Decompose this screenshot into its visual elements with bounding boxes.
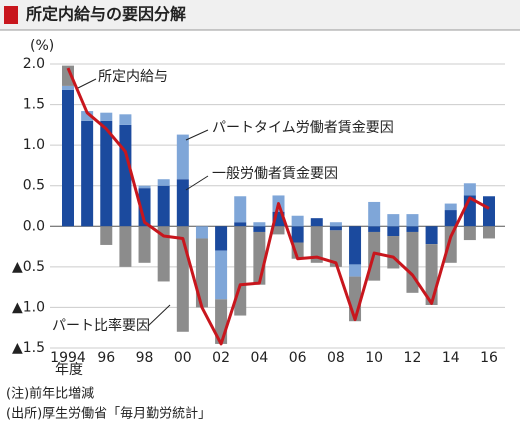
bar-segment bbox=[138, 185, 151, 189]
bar-segment bbox=[329, 226, 342, 231]
bar-segment bbox=[81, 120, 94, 227]
y-tick-label: 1.5 bbox=[23, 97, 45, 113]
bar-segment bbox=[329, 230, 342, 267]
bar-segment bbox=[100, 120, 113, 227]
bar-segment bbox=[463, 226, 476, 241]
bar-segment bbox=[195, 238, 208, 308]
bar-segment bbox=[387, 214, 400, 227]
bar-segment bbox=[119, 114, 132, 125]
bar-segment bbox=[272, 226, 285, 235]
series-label: パート比率要因 bbox=[52, 317, 150, 334]
bar-segment bbox=[310, 226, 323, 263]
bar-segment bbox=[387, 226, 400, 237]
bar-segment bbox=[100, 226, 113, 245]
bar-segment bbox=[176, 134, 189, 180]
bar-segment bbox=[234, 196, 247, 223]
bar-segment bbox=[291, 215, 304, 227]
chart-title: 所定内給与の要因分解 bbox=[26, 5, 186, 24]
x-tick-label: 16 bbox=[480, 350, 498, 366]
bar-segment bbox=[215, 226, 228, 251]
bar-segment bbox=[215, 250, 228, 300]
bar-segment bbox=[62, 65, 74, 86]
bar-segment bbox=[157, 226, 170, 282]
x-tick-label: 14 bbox=[442, 350, 460, 366]
bar-segment bbox=[444, 226, 457, 263]
y-tick-label: ▲1.5 bbox=[12, 340, 45, 356]
x-tick-label: 06 bbox=[289, 350, 307, 366]
callout-leader bbox=[185, 129, 209, 141]
callout-leader bbox=[147, 304, 171, 327]
bar-segment bbox=[176, 179, 189, 227]
callout-leader bbox=[185, 175, 209, 191]
header-marker bbox=[4, 6, 18, 24]
y-unit: (%) bbox=[30, 38, 54, 54]
bar-segment bbox=[119, 124, 132, 227]
series-label: 所定内給与 bbox=[98, 69, 168, 85]
x-unit: 年度 bbox=[55, 362, 83, 378]
bar-segment bbox=[483, 196, 495, 227]
y-tick-label: 0.0 bbox=[23, 218, 45, 234]
x-tick-label: 1994 bbox=[50, 350, 86, 366]
x-tick-label: 04 bbox=[250, 350, 268, 366]
x-tick-label: 10 bbox=[365, 350, 383, 366]
bar-segment bbox=[406, 226, 419, 232]
bar-segment bbox=[349, 264, 362, 277]
bar-segment bbox=[349, 226, 362, 265]
bar-segment bbox=[368, 201, 381, 227]
bar-segment bbox=[195, 226, 208, 239]
source: (出所)厚生労働省「毎月勤労統計」 bbox=[6, 406, 211, 422]
bar-segment bbox=[253, 222, 266, 227]
bar-segment bbox=[463, 183, 476, 196]
bar-segment bbox=[310, 218, 323, 227]
bar-segment bbox=[406, 214, 419, 227]
x-tick-label: 00 bbox=[174, 350, 192, 366]
y-tick-label: 1.0 bbox=[23, 137, 45, 153]
bar-segment bbox=[368, 226, 381, 232]
line-series bbox=[66, 67, 490, 346]
bar-segment bbox=[62, 89, 74, 227]
note: (注)前年比増減 bbox=[6, 386, 94, 402]
bar-segment bbox=[253, 226, 266, 232]
y-tick-label: 0.5 bbox=[23, 178, 45, 194]
bar-segment bbox=[234, 222, 247, 227]
bar-segment bbox=[425, 226, 438, 245]
bar-segment bbox=[157, 179, 170, 186]
x-tick-label: 98 bbox=[136, 350, 154, 366]
bar-segment bbox=[291, 226, 304, 243]
bar-segment bbox=[138, 226, 151, 263]
bar-segment bbox=[81, 111, 94, 121]
header-bg bbox=[0, 0, 520, 30]
y-tick-label: 2.0 bbox=[23, 56, 45, 72]
bar-segment bbox=[483, 226, 495, 239]
bar-segment bbox=[329, 222, 342, 227]
series-label: 一般労働者賃金要因 bbox=[212, 166, 338, 182]
bar-segment bbox=[444, 203, 457, 211]
y-tick-label: ▲0.5 bbox=[12, 259, 45, 275]
series-label: パートタイム労働者賃金要因 bbox=[212, 120, 394, 136]
x-tick-label: 96 bbox=[97, 350, 115, 366]
x-tick-label: 12 bbox=[404, 350, 422, 366]
bar-segment bbox=[62, 85, 74, 90]
callout-leader bbox=[77, 78, 97, 89]
x-tick-label: 02 bbox=[212, 350, 230, 366]
bar-segment bbox=[444, 210, 457, 227]
bar-segment bbox=[119, 226, 132, 267]
bar-segment bbox=[157, 185, 170, 227]
bar-segment bbox=[100, 112, 113, 121]
y-tick-label: ▲1.0 bbox=[12, 299, 45, 315]
bar-segment bbox=[387, 236, 400, 269]
x-tick-label: 08 bbox=[327, 350, 345, 366]
